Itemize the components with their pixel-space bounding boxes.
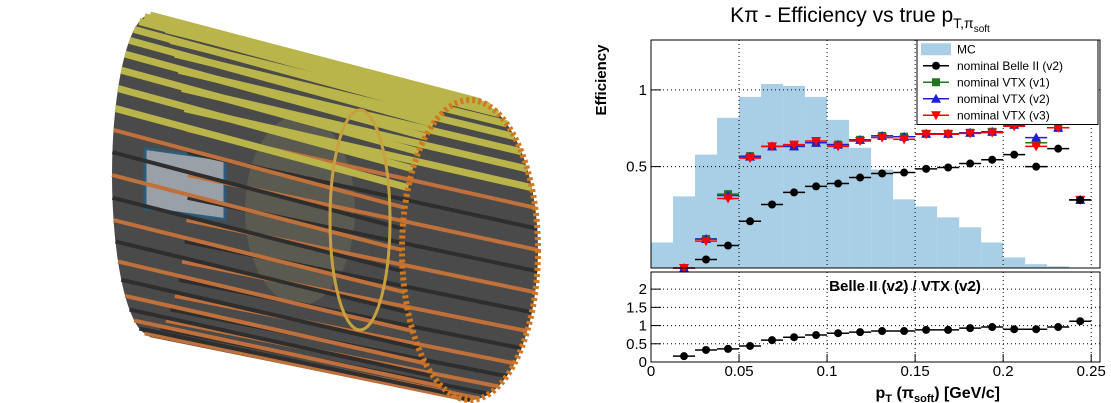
marker [790, 188, 798, 196]
y-tick-label: 0 [639, 354, 647, 371]
marker [922, 165, 930, 173]
marker [878, 169, 886, 177]
y-tick-label: 0.5 [626, 159, 647, 176]
y-tick-label: 1 [639, 82, 647, 99]
histogram-bar [673, 196, 695, 268]
xlabel-sub: soft [914, 393, 935, 403]
xlabel-part: ) [GeV/c] [934, 385, 1000, 402]
marker [922, 326, 930, 334]
marker [1010, 151, 1018, 159]
y-tick-label: 1 [639, 318, 647, 335]
marker [680, 352, 688, 360]
figure: Kπ - Efficiency vs true pT,πsoft Efficie… [0, 0, 1111, 403]
marker [988, 323, 996, 331]
histogram-bar [651, 242, 673, 268]
marker [768, 201, 776, 209]
marker [702, 255, 710, 263]
marker [724, 345, 732, 353]
marker [724, 242, 732, 250]
marker [966, 160, 974, 168]
y-axis-label: Efficiency [593, 44, 610, 116]
histogram-bar [871, 170, 893, 268]
marker [1054, 323, 1062, 331]
detector-render [112, 15, 538, 400]
x-tick-label: 0 [647, 363, 655, 380]
xlabel-part: (π [892, 385, 914, 402]
histogram-bar [849, 148, 871, 268]
chart-title: Kπ - Efficiency vs true pT,πsoft [730, 4, 990, 35]
y-tick-label: 1.5 [626, 299, 647, 316]
marker [812, 331, 820, 339]
marker [1032, 325, 1040, 333]
x-tick-label: 0.25 [1077, 363, 1106, 380]
x-tick-label: 0.2 [993, 363, 1014, 380]
x-tick-label: 0.1 [817, 363, 838, 380]
histogram-bar [893, 199, 915, 268]
title-text: Kπ - Efficiency vs true p [730, 4, 953, 27]
marker [856, 328, 864, 336]
marker [1054, 145, 1062, 153]
marker [1076, 317, 1084, 325]
histogram-bar [783, 86, 805, 268]
histogram-bar [695, 155, 717, 268]
legend-label: nominal VTX (v3) [957, 108, 1050, 122]
marker [702, 346, 710, 354]
title-sub: T,π [953, 15, 974, 31]
marker [1076, 196, 1084, 204]
legend-marker [932, 78, 940, 86]
legend-label: nominal VTX (v2) [957, 92, 1050, 106]
legend-swatch [921, 43, 951, 55]
y-tick-label: 0.5 [626, 336, 647, 353]
x-tick-label: 0.05 [724, 363, 753, 380]
histogram-bar [981, 242, 1003, 268]
y-tick-label: 2 [639, 281, 647, 298]
marker [988, 156, 996, 164]
legend-label: nominal Belle II (v2) [957, 59, 1063, 73]
histogram-bar [959, 227, 981, 268]
histogram-bar [915, 206, 937, 268]
marker [944, 163, 952, 171]
marker [900, 169, 908, 177]
histogram-bar [761, 84, 783, 268]
marker [856, 174, 864, 182]
histogram-bar [739, 97, 761, 268]
marker [878, 327, 886, 335]
ratio-title: Belle II (v2) / VTX (v2) [829, 278, 981, 295]
marker [966, 324, 974, 332]
marker [746, 342, 754, 350]
marker [768, 336, 776, 344]
marker [944, 326, 952, 334]
marker [900, 327, 908, 335]
legend-label: nominal VTX (v1) [957, 75, 1050, 89]
marker [1032, 163, 1040, 171]
marker [1010, 325, 1018, 333]
legend-label: MC [957, 42, 976, 56]
marker [834, 329, 842, 337]
marker [746, 217, 754, 225]
marker [812, 182, 820, 190]
legend-marker [932, 62, 940, 70]
title-subsub: soft [974, 24, 990, 35]
x-axis-label: pT (πsoft) [GeV/c] [875, 385, 1000, 403]
histogram-bar [1025, 264, 1047, 268]
histogram-bar [937, 217, 959, 268]
x-tick-label: 0.15 [901, 363, 930, 380]
xlabel-part: p [875, 385, 885, 402]
marker [834, 180, 842, 188]
histogram-bar [1003, 257, 1025, 268]
marker [790, 333, 798, 341]
